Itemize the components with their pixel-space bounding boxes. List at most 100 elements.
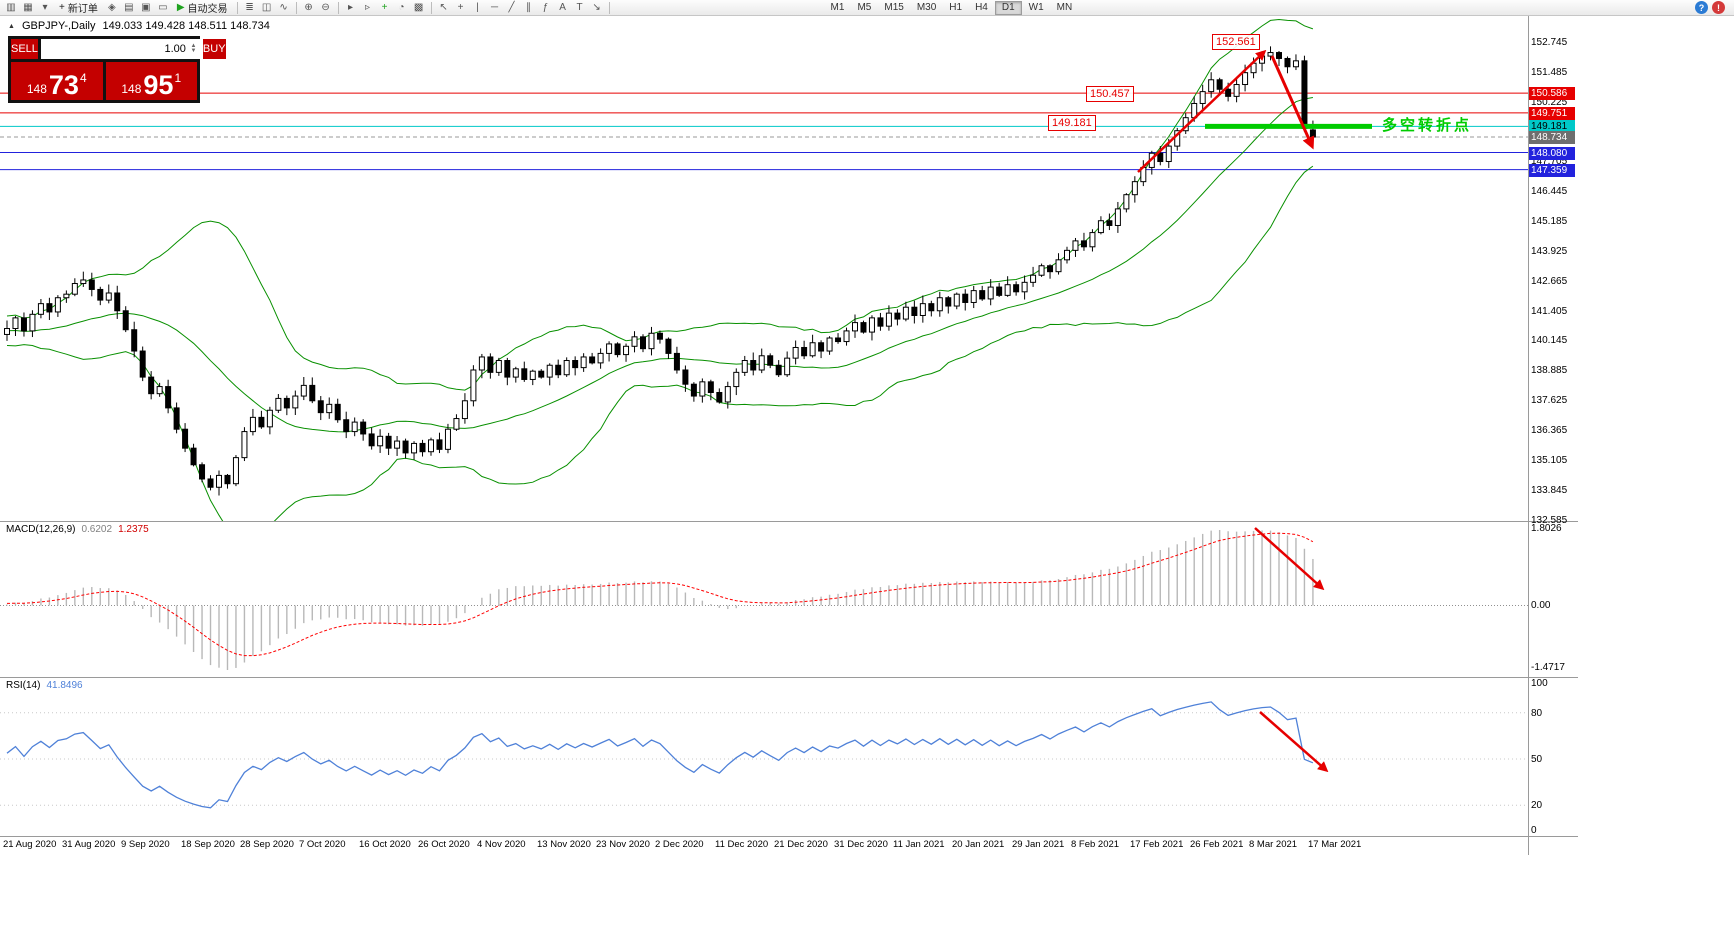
price-scale-label: 152.745 <box>1531 37 1568 48</box>
timeframe-h4[interactable]: H4 <box>975 1 988 13</box>
date-label: 23 Nov 2020 <box>596 839 650 850</box>
one-click-trading-panel: SELL ▲▼ BUY 148 73 4 148 95 1 <box>8 36 226 103</box>
timeframe-m5[interactable]: M5 <box>857 1 872 13</box>
new-chart-icon[interactable]: ▥ <box>6 2 16 13</box>
date-label: 9 Sep 2020 <box>121 839 170 850</box>
date-label: 18 Sep 2020 <box>181 839 235 850</box>
horizontal-line-icon[interactable]: ─ <box>491 2 499 13</box>
main-toolbar: ▥ ▦ ▾ + 新订单 ◈ ▤ ▣ ▭ ▶ 自动交易 ≣ ◫ ∿ ⊕ ⊖ ▸ ▹ + ◔ ▩ ↖ + | ─ ╱ ∥ ƒ A T ↘ M1 M5… <box>0 0 1734 16</box>
price-scale-label: 145.185 <box>1531 216 1568 227</box>
price-line-label-blue-level-1: 148.080 <box>1529 147 1575 160</box>
timeframe-m1[interactable]: M1 <box>830 1 845 13</box>
toolbar-separator <box>430 1 432 14</box>
candlestick-chart-icon[interactable]: ◫ <box>261 2 272 13</box>
navigator-icon[interactable]: ▣ <box>141 2 151 13</box>
resistance-price-label[interactable]: 150.457 <box>1086 86 1134 102</box>
timeframe-d1[interactable]: D1 <box>994 0 1022 15</box>
chart-shift-icon[interactable]: ▹ <box>365 2 371 13</box>
new-order-button[interactable]: + 新订单 <box>59 2 98 15</box>
profiles-dropdown-icon[interactable]: ▾ <box>42 2 48 13</box>
toolbar-separator <box>608 1 610 14</box>
volume-stepper[interactable]: ▲ ▼ <box>190 43 197 54</box>
ohlc-values: 149.033 149.428 148.511 148.734 <box>102 20 270 32</box>
peak-price-label[interactable]: 152.561 <box>1212 34 1260 50</box>
macd-label: MACD(12,26,9) <box>6 524 76 535</box>
toolbar-separator <box>295 1 297 14</box>
toolbar-separator <box>337 1 339 14</box>
zoom-out-icon[interactable]: ⊖ <box>321 2 330 13</box>
reversal-arrow[interactable] <box>1270 55 1315 150</box>
bid-price-button[interactable]: 148 73 4 <box>11 62 103 100</box>
autotrading-button[interactable]: ▶ 自动交易 <box>176 2 228 15</box>
price-scale-label: 135.105 <box>1531 455 1568 466</box>
vertical-line-icon[interactable]: | <box>476 2 479 13</box>
date-label: 28 Sep 2020 <box>240 839 294 850</box>
ask-price-button[interactable]: 148 95 1 <box>105 62 197 100</box>
date-label: 17 Mar 2021 <box>1308 839 1362 850</box>
support-price-label[interactable]: 149.181 <box>1048 115 1096 131</box>
rsi-scale-100: 100 <box>1531 678 1548 689</box>
bollinger-middle-band <box>6 97 1313 433</box>
buy-button[interactable]: BUY <box>202 39 226 59</box>
price-line-label-red-level-1: 150.586 <box>1529 87 1575 100</box>
timeframe-h1[interactable]: H1 <box>949 1 963 13</box>
sell-button[interactable]: SELL <box>11 39 38 59</box>
date-label: 31 Dec 2020 <box>834 839 888 850</box>
macd-scale-max: 1.8026 <box>1531 523 1562 534</box>
macd-down-arrow[interactable] <box>1254 527 1325 591</box>
price-scale-label: 133.845 <box>1531 485 1568 496</box>
one-click-collapse-icon[interactable]: ▲ <box>8 22 15 30</box>
uptrend-arrow[interactable] <box>1137 49 1267 173</box>
cursor-icon[interactable]: ↖ <box>439 2 448 13</box>
indicators-icon[interactable]: + <box>381 2 388 13</box>
toolbar-separator <box>236 1 238 14</box>
timeframe-w1[interactable]: W1 <box>1028 1 1044 13</box>
fibonacci-icon[interactable]: ƒ <box>542 2 549 13</box>
label-icon[interactable]: T <box>576 2 583 13</box>
periods-dropdown-icon[interactable]: ◔ <box>398 2 405 13</box>
templates-icon[interactable]: ▩ <box>413 2 424 13</box>
zoom-in-icon[interactable]: ⊕ <box>304 2 313 13</box>
macd-header: MACD(12,26,9) 0.6202 1.2375 <box>6 524 149 535</box>
help-icon[interactable]: ? <box>1695 1 1708 14</box>
text-icon[interactable]: A <box>559 2 566 13</box>
crosshair-icon[interactable]: + <box>457 2 464 13</box>
macd-signal-line <box>6 532 1314 657</box>
turning-point-text[interactable]: 多空转折点 <box>1382 117 1473 134</box>
rsi-down-arrow[interactable] <box>1259 711 1329 773</box>
price-scale-label: 142.665 <box>1531 276 1568 287</box>
alerts-icon[interactable]: ! <box>1712 1 1725 14</box>
volume-box: ▲▼ <box>40 39 200 59</box>
date-label: 13 Nov 2020 <box>537 839 591 850</box>
macd-histogram <box>6 530 1314 670</box>
data-window-icon[interactable]: ▤ <box>124 2 134 13</box>
market-watch-icon[interactable]: ◈ <box>107 2 116 13</box>
line-chart-icon[interactable]: ∿ <box>279 2 288 13</box>
ask-point: 1 <box>174 71 182 85</box>
price-line-label-red-level-2: 149.751 <box>1529 107 1575 120</box>
volume-input[interactable] <box>41 42 188 56</box>
date-label: 21 Dec 2020 <box>774 839 828 850</box>
date-label: 29 Jan 2021 <box>1012 839 1065 850</box>
price-scale-label: 137.625 <box>1531 395 1568 406</box>
timeframe-m15[interactable]: M15 <box>884 1 904 13</box>
rsi-header: RSI(14) 41.8496 <box>6 680 83 691</box>
price-scale-label: 140.145 <box>1531 335 1568 346</box>
trendline-icon[interactable]: ╱ <box>508 2 515 13</box>
rsi-line <box>6 701 1314 809</box>
macd-signal-value: 1.2375 <box>118 524 149 535</box>
terminal-icon[interactable]: ▭ <box>158 2 168 13</box>
arrows-icon[interactable]: ↘ <box>592 2 601 13</box>
rsi-scale-50: 50 <box>1531 754 1543 765</box>
toolbar-right-icons: ?! <box>1695 1 1731 14</box>
channel-icon[interactable]: ∥ <box>526 2 532 13</box>
rsi-scale-20: 20 <box>1531 800 1543 811</box>
bar-chart-icon[interactable]: ≣ <box>245 2 254 13</box>
main-chart-pane[interactable] <box>0 18 1528 537</box>
auto-scroll-icon[interactable]: ▸ <box>348 2 354 13</box>
timeframe-mn[interactable]: MN <box>1056 1 1073 13</box>
chart-profiles-icon[interactable]: ▦ <box>23 2 33 13</box>
bid-point: 4 <box>79 71 87 85</box>
timeframe-m30[interactable]: M30 <box>916 1 937 13</box>
